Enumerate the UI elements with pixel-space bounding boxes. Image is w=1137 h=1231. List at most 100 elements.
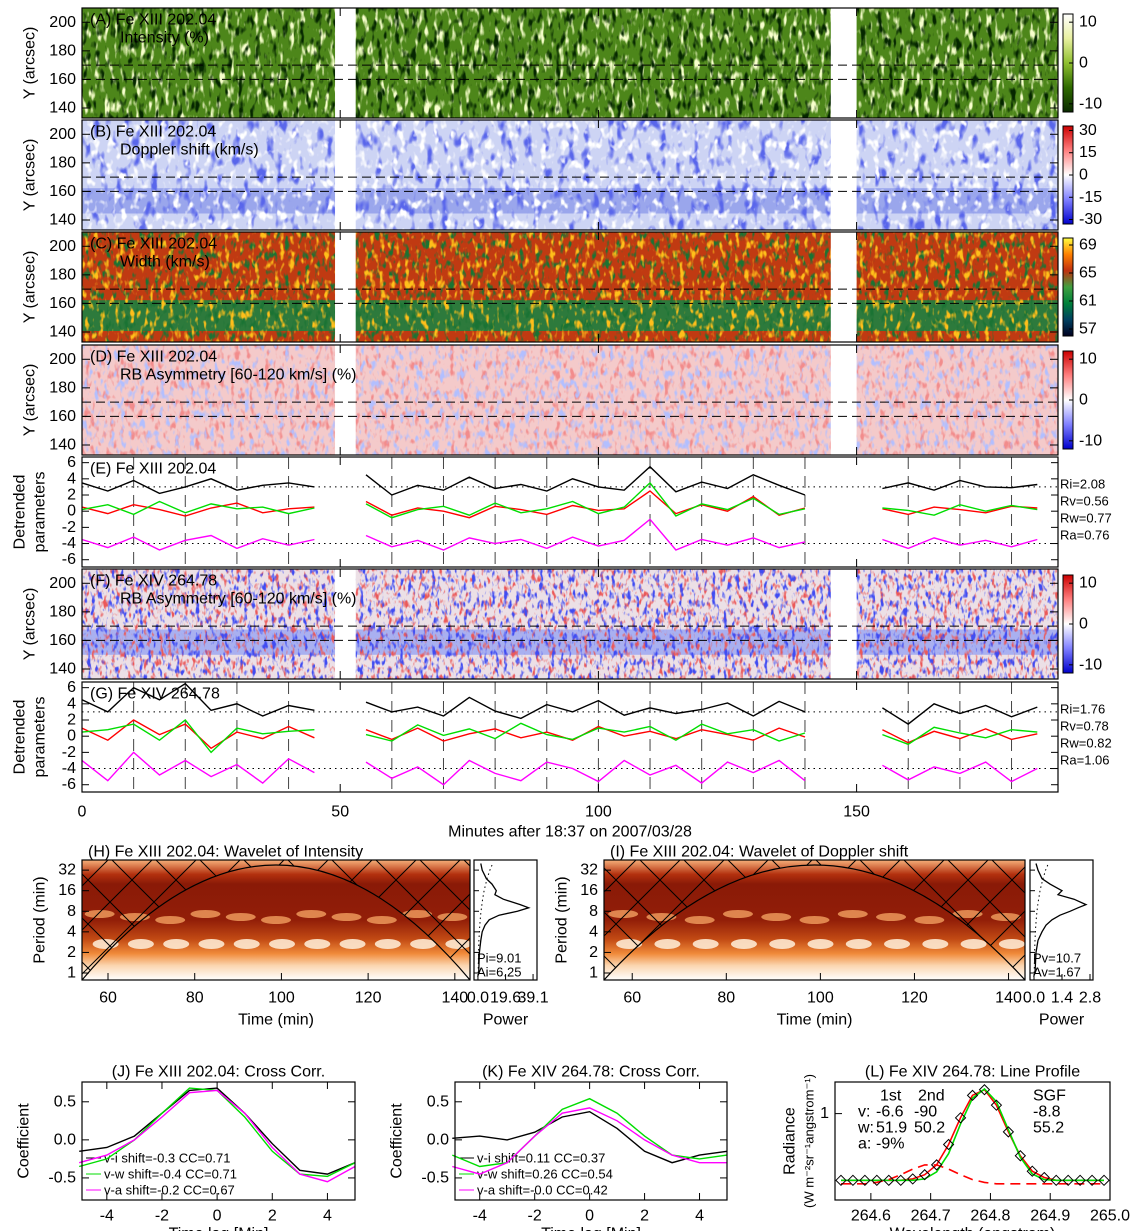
data-point	[859, 1174, 871, 1187]
x-tick-label: 80	[186, 990, 204, 1007]
data-gap	[830, 8, 857, 118]
panel-title: (L) Fe XIV 264.78: Line Profile	[865, 1064, 1080, 1081]
x-tick-label: -4	[473, 1208, 487, 1225]
colorbar-tick-label: 30	[1079, 122, 1097, 139]
wavelet-contour	[331, 913, 362, 921]
panel-subtitle: Doppler shift (km/s)	[120, 142, 259, 159]
x-tick-label: 120	[901, 990, 928, 1007]
data-point	[1038, 1171, 1050, 1184]
table-cell: -9%	[876, 1136, 904, 1153]
y-tick-label: 160	[49, 632, 76, 649]
x-tick-label: 264.9	[1030, 1208, 1070, 1225]
power-line	[1034, 863, 1088, 974]
y-tick-label: 32	[580, 862, 598, 879]
y-axis-label: Coefficient	[16, 1103, 33, 1179]
data-point	[942, 1138, 955, 1151]
y-tick-label: 140	[49, 661, 76, 678]
plot-frame	[81, 681, 1059, 793]
wavelet-contour	[799, 916, 830, 924]
y-tick-label: 140	[49, 212, 76, 229]
colorbar-tick-label: -10	[1079, 656, 1102, 673]
data-point	[1086, 1174, 1098, 1187]
colorbar-tick-label: 0	[1079, 55, 1088, 72]
y-tick-label: 160	[49, 295, 76, 312]
cone-of-influence	[81, 864, 471, 981]
y-axis-label: Y (arcsec)	[22, 251, 39, 324]
plot-frame	[454, 1081, 728, 1201]
wavelet-contour	[730, 939, 757, 949]
colorbar-tick-label: 0	[1079, 616, 1088, 633]
y-tick-label: 140	[49, 100, 76, 117]
data-point	[871, 1174, 883, 1187]
y-tick-label: 0	[67, 503, 76, 520]
cone-hatch	[82, 860, 470, 980]
heatmap-texture	[82, 8, 1058, 118]
y-tick-label: 180	[49, 42, 76, 59]
panel-title: (C) Fe XIII 202.04	[90, 236, 217, 253]
data-gap	[335, 232, 356, 342]
data-point	[1050, 1174, 1062, 1187]
colorbar	[1062, 237, 1074, 337]
data-point	[918, 1169, 931, 1181]
x-axis-label: Power	[1039, 1012, 1085, 1029]
plot-frame	[81, 1081, 356, 1201]
x-tick-label: 100	[268, 990, 295, 1007]
x-tick-label: -2	[155, 1208, 169, 1225]
y-axis-label: Coefficient	[389, 1103, 406, 1179]
y-axis-label: Y (arcsec)	[22, 364, 39, 437]
series-line	[81, 518, 1038, 551]
table-cell: -90	[914, 1104, 937, 1121]
y-tick-label: 0.5	[427, 1093, 449, 1110]
x-tick-label: -4	[100, 1208, 114, 1225]
y-tick-label: 180	[49, 603, 76, 620]
x-tick-label: 50	[331, 804, 349, 821]
data-gap	[830, 232, 857, 342]
plot-frame	[81, 7, 1059, 119]
y-tick-label: 8	[67, 903, 76, 920]
series-line	[81, 719, 1038, 750]
y-tick-label: -2	[62, 519, 76, 536]
wavelet-contour	[163, 939, 190, 949]
y-tick-label: 0.0	[427, 1131, 449, 1148]
wavelet-contour	[845, 939, 872, 949]
wavelet-contour	[876, 913, 907, 921]
table-cell: v:	[858, 1104, 870, 1121]
x-tick-label: 60	[623, 990, 641, 1007]
panel-title: (G) Fe XIV 264.78	[90, 686, 220, 703]
wavelet-contour	[339, 939, 366, 949]
wavelet-contour	[304, 939, 331, 949]
colorbar-tick-label: 0	[1079, 167, 1088, 184]
panel-title: (I) Fe XIII 202.04: Wavelet of Doppler s…	[610, 844, 909, 861]
table-cell: -6.6	[876, 1104, 904, 1121]
y-tick-label: 2	[589, 944, 598, 961]
y-tick-label: 8	[589, 903, 598, 920]
x-tick-label: -2	[528, 1208, 542, 1225]
wavelet-contour	[654, 939, 681, 949]
heatmap-texture	[82, 232, 1058, 342]
table-header: SGF	[1033, 1088, 1066, 1105]
panel-subtitle: RB Asymmetry [60-120 km/s] (%)	[120, 367, 357, 384]
legend-entry: v-a shift=-0.0 CC=0.42	[477, 1183, 608, 1198]
data-point	[978, 1084, 991, 1096]
plot-frame	[81, 859, 471, 981]
colorbar-tick-label: -10	[1079, 432, 1102, 449]
wavelet-contour	[884, 939, 911, 949]
colorbar-tick-label: 61	[1079, 293, 1097, 310]
y-axis-label: parameters	[32, 697, 49, 778]
x-tick-label: 0.0	[467, 990, 489, 1007]
power-frame	[1029, 859, 1094, 981]
correlation-label: Ri=2.08	[1060, 477, 1105, 492]
y-tick-label: 1	[589, 965, 598, 982]
x-tick-label: 120	[355, 990, 382, 1007]
y-axis-label: Y (arcsec)	[22, 139, 39, 212]
data-point	[847, 1174, 859, 1187]
x-tick-label: 264.8	[970, 1208, 1010, 1225]
colorbar-tick-label: 15	[1079, 144, 1097, 161]
table-cell: a:	[858, 1136, 871, 1153]
period-annotation: Pi=9.01	[477, 951, 521, 966]
wavelet-contour	[837, 910, 868, 918]
y-tick-label: 6	[67, 454, 76, 471]
data-gap	[335, 120, 356, 230]
x-tick-label: 4	[323, 1208, 332, 1225]
